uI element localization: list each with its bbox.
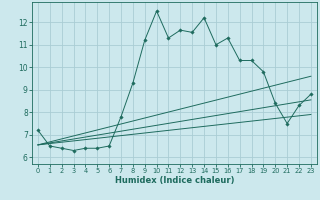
X-axis label: Humidex (Indice chaleur): Humidex (Indice chaleur) xyxy=(115,176,234,185)
